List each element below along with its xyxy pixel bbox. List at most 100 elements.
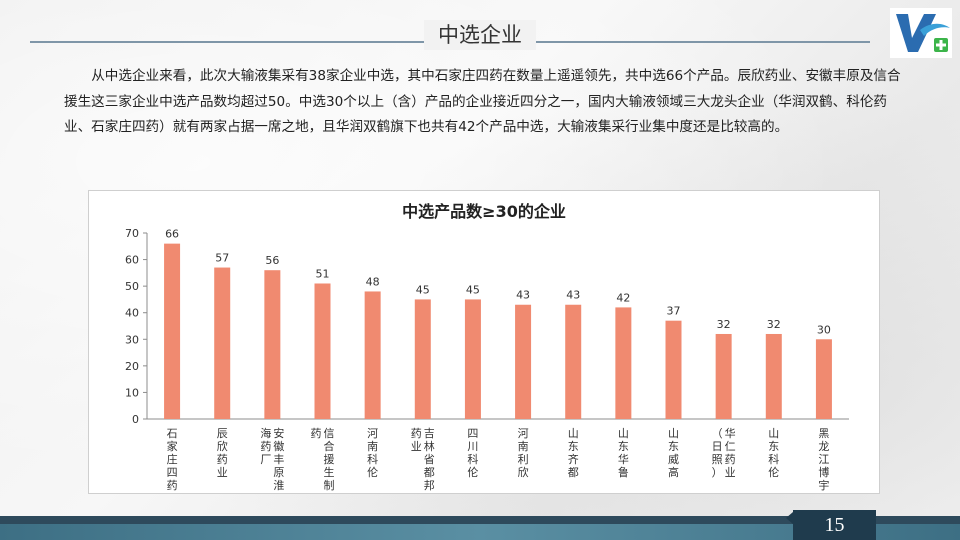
x-category-char: 业: [725, 466, 736, 479]
x-category-char: 科: [467, 452, 478, 466]
y-tick-label: 40: [125, 307, 139, 320]
data-label: 56: [265, 254, 279, 267]
x-category-char: 石: [167, 427, 178, 440]
x-category-char: 生: [324, 465, 335, 479]
x-category-char: 淮: [273, 479, 284, 492]
x-category-char: 原: [273, 466, 284, 479]
x-category-char: 海: [260, 426, 271, 440]
x-category-char: 业: [411, 440, 422, 453]
x-category-char: 欣: [217, 439, 228, 453]
x-category-char: 华: [618, 452, 629, 466]
x-category-char: 博: [818, 466, 829, 479]
x-category-char: 龙: [818, 440, 829, 453]
bar: [164, 243, 181, 419]
bar-chart: 中选产品数≥30的企业 0 10 20 30 40 50 60 70 66 57 56 51 48 45…: [125, 202, 849, 492]
footer-bar-teal: [0, 524, 960, 540]
x-category-char: 业: [217, 466, 228, 479]
x-category-char: 省: [424, 453, 435, 466]
slide-title: 中选企业: [424, 20, 536, 50]
bar: [615, 307, 632, 419]
data-label: 66: [165, 228, 179, 241]
x-category-char: 河: [367, 427, 378, 440]
x-category-char: 威: [668, 453, 679, 466]
bar: [565, 304, 582, 419]
x-category-char: 林: [424, 439, 435, 453]
x-category-char: 东: [568, 440, 579, 453]
bar: [715, 333, 732, 419]
company-logo-icon: [890, 8, 952, 58]
x-category-char: 东: [668, 440, 679, 453]
x-category-char: 药: [167, 479, 178, 492]
x-category-char: 药: [311, 427, 322, 440]
x-category-char: 欣: [518, 465, 529, 479]
x-category-char: 药: [411, 427, 422, 440]
y-tick-label: 70: [125, 227, 139, 240]
data-label: 57: [215, 252, 229, 265]
x-category-char: 辰: [217, 427, 228, 440]
data-label: 32: [717, 318, 731, 331]
x-category-char: 东: [618, 440, 629, 453]
data-label: 45: [416, 283, 430, 296]
x-category-char: 南: [518, 440, 529, 453]
x-category-char: 制: [324, 479, 335, 492]
x-category-char: 利: [518, 453, 529, 466]
x-category-char: 邦: [424, 479, 435, 492]
x-category-char: 四: [467, 427, 478, 440]
x-category-char: 山: [768, 427, 779, 440]
x-category-char: 都: [568, 466, 579, 479]
bar: [464, 299, 481, 419]
data-label: 32: [767, 318, 781, 331]
y-tick-label: 30: [125, 333, 139, 346]
data-label: 30: [817, 323, 831, 336]
x-category-char: 黑: [818, 427, 829, 440]
x-category-char: 伦: [367, 465, 378, 479]
x-category-char: 吉: [424, 427, 435, 440]
x-category-char: 伦: [467, 465, 478, 479]
data-label: 51: [316, 267, 330, 280]
y-tick-label: 10: [125, 386, 139, 399]
bar: [214, 267, 231, 419]
x-category-char: 江: [818, 453, 829, 466]
x-category-label: 石家庄四药: [167, 427, 178, 492]
x-category-char: 安: [273, 426, 284, 440]
x-category-char: 药: [260, 440, 271, 453]
x-category-char: 科: [367, 452, 378, 466]
x-category-char: 南: [367, 440, 378, 453]
x-category-char: 家: [167, 439, 178, 453]
x-category-char: 高: [668, 465, 679, 479]
data-label: 43: [566, 289, 580, 302]
bar: [765, 333, 782, 419]
x-category-char: 厂: [260, 453, 271, 466]
data-labels: 66 57 56 51 48 45 45 43 43 42 37 32 32 30: [165, 228, 831, 337]
bar: [665, 320, 682, 419]
y-tick-label: 20: [125, 360, 139, 373]
x-category-char: 庄: [167, 452, 178, 466]
x-category-char: 山: [618, 427, 629, 440]
footer-bar-dark: [0, 516, 960, 524]
data-label: 48: [366, 275, 380, 288]
bar: [364, 291, 381, 419]
x-category-char: 药: [217, 453, 228, 466]
data-label: 43: [516, 289, 530, 302]
x-category-label: 药信合援生制: [311, 427, 335, 492]
x-category-char: 仁: [725, 440, 736, 453]
x-category-char: 河: [518, 427, 529, 440]
chart-frame: 中选产品数≥30的企业 0 10 20 30 40 50 60 70 66 57 56 51 48 45…: [88, 190, 880, 494]
x-category-char: 徽: [273, 439, 284, 453]
page-number: 15: [793, 510, 876, 540]
y-axis: 0 10 20 30 40 50 60 70: [125, 227, 849, 426]
x-category-char: 华: [725, 426, 736, 440]
page-number-notch: [786, 512, 793, 524]
x-category-char: 药: [725, 453, 736, 466]
bar: [515, 304, 532, 419]
x-category-char: 鲁: [618, 465, 629, 479]
x-category-char: 日: [712, 440, 723, 453]
